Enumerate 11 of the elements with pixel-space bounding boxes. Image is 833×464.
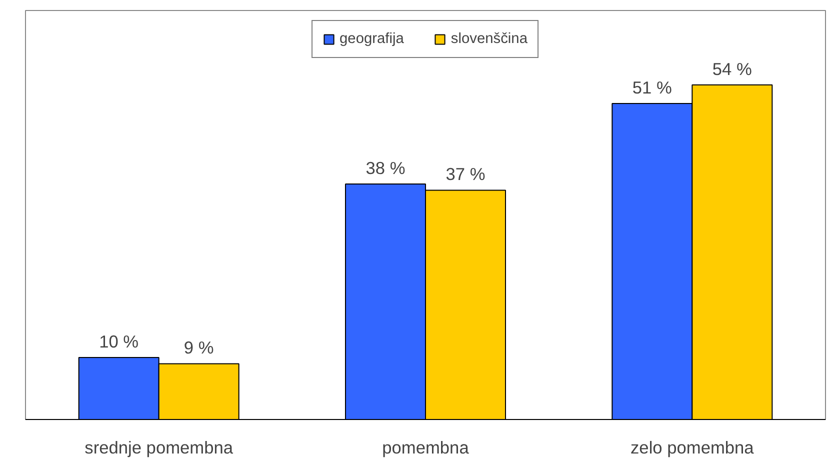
legend-label: geografija	[340, 31, 404, 47]
data-label: 9 %	[184, 338, 214, 358]
data-label: 54 %	[712, 58, 752, 79]
x-tick-label: zelo pomembna	[630, 438, 754, 458]
x-tick-label: pomembna	[382, 438, 470, 458]
x-tick-label: srednje pomembna	[84, 438, 234, 458]
data-label: 10 %	[99, 332, 139, 352]
data-label: 38 %	[366, 158, 406, 178]
data-label: 37 %	[446, 164, 486, 184]
legend-label: slovenščina	[450, 31, 528, 47]
data-label: 51 %	[632, 77, 672, 98]
